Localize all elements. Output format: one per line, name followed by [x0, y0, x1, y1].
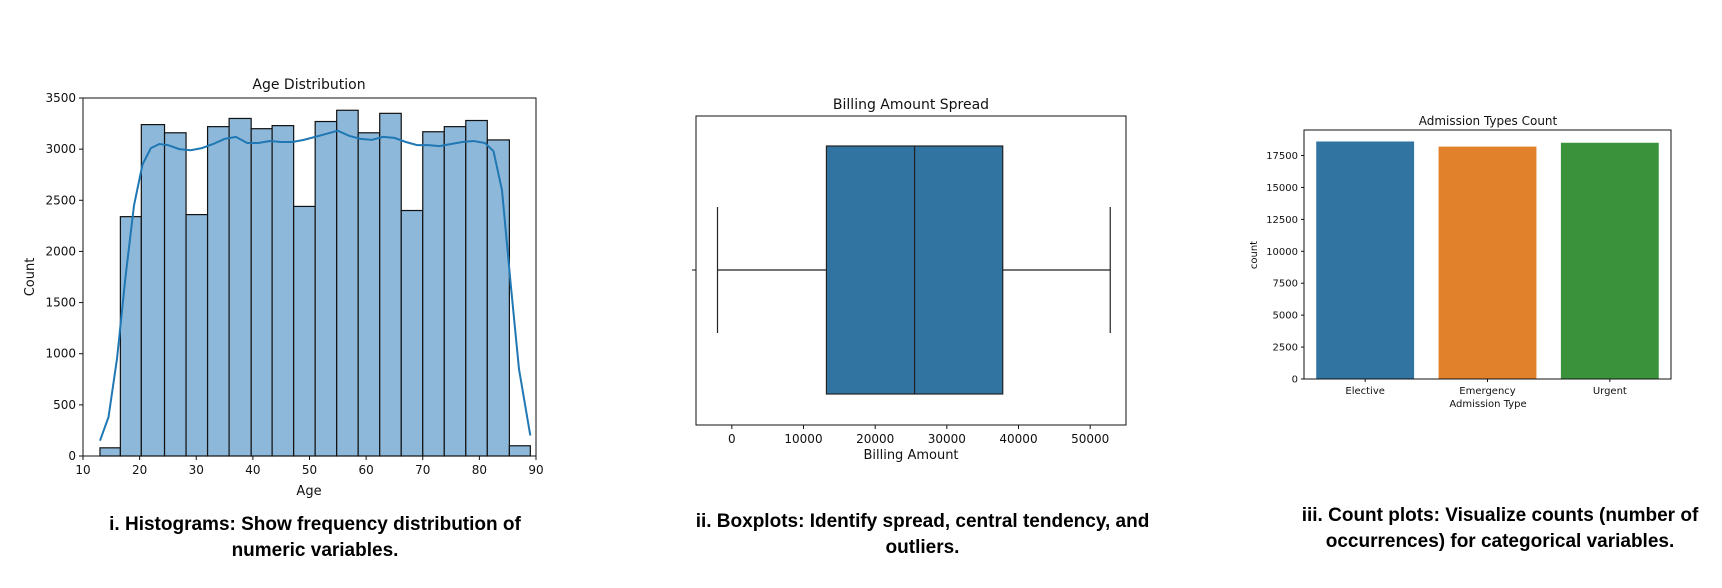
histogram-title: Age Distribution	[252, 77, 365, 93]
histogram-x-axis-label: Age	[296, 484, 321, 499]
boxplot-x-tick-label: 40000	[999, 432, 1037, 446]
boxplot-x-tick-label: 30000	[928, 432, 966, 446]
histogram-bar	[250, 128, 273, 457]
histogram-bar	[206, 126, 230, 457]
countplot-caption: iii. Count plots: Visualize counts (numb…	[1301, 505, 1699, 552]
histogram-y-tick-label: 3000	[45, 142, 76, 156]
histogram-x-tick-label: 80	[472, 463, 487, 477]
histogram-bar	[228, 117, 252, 457]
countplot-bar	[1316, 141, 1415, 379]
histogram-bar	[422, 131, 445, 457]
countplot-chart: Admission Types Count 0 2500 5000 7500 10000…	[1249, 114, 1672, 410]
boxplot-x-tick-label: 0	[728, 432, 736, 446]
boxplot-x-tick-label: 20000	[856, 432, 894, 446]
histogram-x-tick-label: 50	[302, 463, 317, 477]
countplot-x-tick-label: Elective	[1345, 386, 1385, 397]
countplot-bar	[1560, 142, 1659, 379]
histogram-bar	[465, 119, 488, 457]
histogram-y-tick-label: 2500	[45, 193, 76, 207]
countplot-y-tick-label: 7500	[1273, 279, 1298, 290]
histogram-bar	[163, 132, 187, 457]
countplot-y-tick-label: 15000	[1266, 183, 1298, 194]
countplot-y-tick-label: 12500	[1266, 215, 1298, 226]
histogram-bar	[314, 120, 338, 457]
histogram-x-tick-label: 20	[132, 463, 147, 477]
histogram-y-tick-label: 0	[68, 449, 76, 463]
histogram-x-tick-label: 70	[415, 463, 430, 477]
countplot-y-tick-label: 5000	[1273, 311, 1298, 322]
histogram-bar	[271, 125, 295, 457]
histogram-caption: i. Histograms: Show frequency distributi…	[109, 514, 521, 561]
kde-curve	[99, 129, 532, 442]
countplot-y-tick-label: 2500	[1273, 343, 1298, 354]
histogram-bar	[357, 132, 381, 457]
histogram-bar	[99, 447, 121, 457]
boxplot-x-tick-label: 50000	[1071, 432, 1109, 446]
histogram-x-tick-label: 30	[189, 463, 204, 477]
histogram-x-tick-label: 10	[75, 463, 90, 477]
histogram-x-tick-label: 40	[245, 463, 260, 477]
histogram-bar	[185, 214, 209, 457]
histogram-bar	[486, 139, 510, 457]
histogram-y-tick-label: 3500	[45, 91, 76, 105]
countplot-y-tick-label: 17500	[1266, 151, 1298, 162]
histogram-y-axis-label: Count	[23, 258, 38, 297]
countplot-y-tick-label: 0	[1292, 375, 1298, 386]
boxplot-caption: ii. Boxplots: Identify spread, central t…	[695, 511, 1150, 558]
countplot-x-tick-label: Emergency	[1459, 386, 1515, 397]
histogram-bar	[379, 112, 402, 457]
histogram-bar	[400, 209, 424, 457]
countplot-x-axis-label: Admission Type	[1449, 399, 1526, 410]
boxplot-x-axis-label: Billing Amount	[863, 448, 958, 463]
countplot-y-axis-label: count	[1249, 241, 1260, 269]
histogram-bar	[293, 205, 316, 457]
histogram-bar	[443, 126, 467, 457]
histogram-y-tick-label: 2000	[45, 244, 76, 258]
histogram-bar	[140, 123, 166, 457]
histogram-bar	[336, 109, 359, 457]
histogram-bar	[119, 216, 142, 457]
histogram-x-tick-label: 60	[358, 463, 373, 477]
countplot-y-tick-label: 10000	[1266, 247, 1298, 258]
histogram-bar	[508, 445, 531, 457]
histogram-chart: Age Distribution 10 20 30 40 50 60 70 80 90 0 500…	[23, 77, 544, 499]
boxplot-chart: Billing Amount Spread 0 10000 20000 30000 40…	[692, 97, 1127, 463]
countplot-bar	[1438, 146, 1537, 379]
histogram-y-tick-label: 500	[53, 398, 76, 412]
countplot-title: Admission Types Count	[1419, 114, 1558, 128]
histogram-y-tick-label: 1000	[45, 347, 76, 361]
countplot-x-tick-label: Urgent	[1593, 386, 1627, 397]
histogram-x-tick-label: 90	[528, 463, 543, 477]
boxplot-title: Billing Amount Spread	[833, 97, 989, 113]
boxplot-x-tick-label: 10000	[784, 432, 822, 446]
histogram-y-tick-label: 1500	[45, 296, 76, 310]
